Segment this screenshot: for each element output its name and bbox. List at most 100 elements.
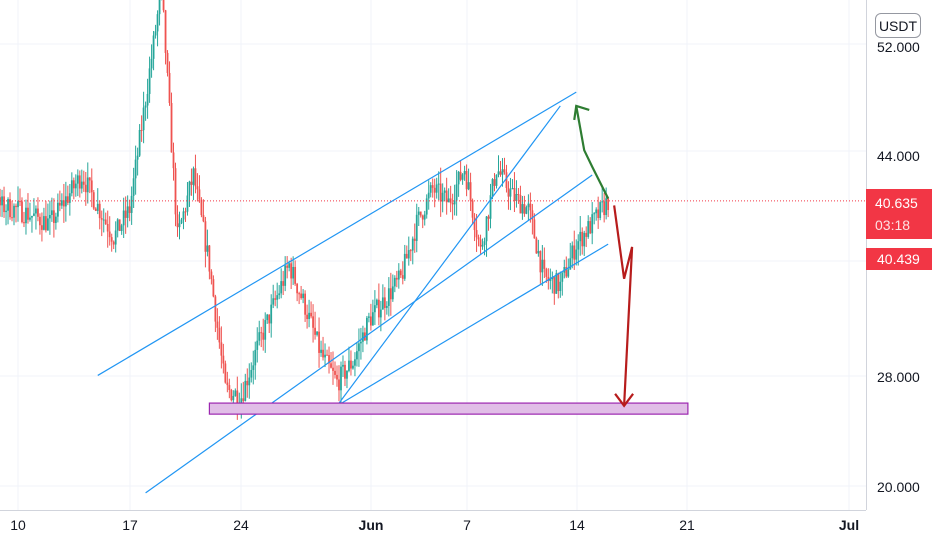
candle-body bbox=[246, 380, 249, 386]
time-tick-label: 17 bbox=[122, 517, 138, 533]
candle-body bbox=[322, 349, 324, 358]
candle-body bbox=[132, 178, 135, 196]
trendline[interactable] bbox=[336, 105, 561, 407]
prev-price-badge: 40.439 bbox=[866, 248, 932, 270]
candle-body bbox=[258, 332, 261, 341]
candle-body bbox=[375, 299, 378, 306]
candle-body bbox=[403, 253, 406, 279]
candle-body bbox=[310, 312, 312, 317]
candle-body bbox=[142, 107, 145, 131]
candle-body bbox=[45, 216, 47, 231]
candle-body bbox=[232, 395, 235, 401]
candle-body bbox=[198, 189, 201, 200]
candle-body bbox=[274, 298, 277, 300]
candle-body bbox=[200, 199, 203, 216]
candle-body bbox=[461, 174, 464, 180]
candle-body bbox=[118, 219, 121, 231]
time-axis[interactable] bbox=[0, 510, 866, 551]
candle-body bbox=[495, 174, 498, 186]
candle-body bbox=[288, 263, 291, 268]
candle-body bbox=[23, 222, 25, 224]
candle-body bbox=[493, 179, 496, 186]
candle-body bbox=[479, 239, 482, 247]
price-tick-label: 20.000 bbox=[877, 479, 920, 495]
projection-arrow-up[interactable] bbox=[575, 105, 610, 200]
price-chart[interactable] bbox=[0, 0, 866, 510]
candle-body bbox=[300, 293, 303, 299]
candle-body bbox=[214, 296, 217, 322]
candle-body bbox=[575, 249, 578, 260]
candle-body bbox=[320, 349, 322, 353]
last-price-badge: 40.635 03:18 bbox=[866, 189, 932, 239]
candle-body bbox=[196, 186, 199, 190]
trendline[interactable] bbox=[145, 174, 593, 494]
candle-body bbox=[126, 206, 129, 218]
candle-body bbox=[595, 209, 598, 214]
candle-body bbox=[212, 279, 215, 297]
candle-body bbox=[110, 237, 113, 242]
candle-body bbox=[561, 272, 564, 282]
trendline[interactable] bbox=[336, 243, 609, 407]
candle-body bbox=[56, 202, 59, 217]
candle-body bbox=[206, 245, 209, 252]
candle-body bbox=[9, 199, 11, 218]
candle-body bbox=[226, 382, 229, 386]
candle-body bbox=[427, 192, 430, 199]
candle-body bbox=[368, 316, 370, 318]
candle-body bbox=[569, 258, 572, 270]
candle-body bbox=[168, 72, 171, 103]
candle-body bbox=[58, 202, 61, 206]
axis-corner bbox=[866, 510, 932, 550]
candle-body bbox=[88, 177, 91, 181]
candle-body bbox=[162, 0, 165, 11]
candle-body bbox=[344, 364, 346, 379]
candle-body bbox=[559, 281, 562, 292]
currency-badge[interactable]: USDT bbox=[875, 13, 921, 38]
candle-body bbox=[340, 366, 342, 391]
candle-body bbox=[224, 363, 227, 383]
candle-body bbox=[292, 266, 295, 279]
time-tick-label: 24 bbox=[233, 517, 249, 533]
candle-body bbox=[308, 312, 310, 320]
price-tick-label: 28.000 bbox=[877, 369, 920, 385]
candle-body bbox=[90, 180, 93, 193]
candle-body bbox=[112, 241, 115, 245]
candle-body bbox=[216, 321, 219, 328]
candle-body bbox=[483, 241, 486, 245]
candle-body bbox=[401, 275, 404, 279]
candle-body bbox=[148, 68, 151, 94]
candle-body bbox=[17, 201, 19, 208]
candle-body bbox=[535, 238, 538, 254]
candle-body bbox=[204, 221, 207, 252]
candle-body bbox=[248, 377, 251, 386]
candle-body bbox=[517, 193, 520, 196]
trendline[interactable] bbox=[97, 91, 577, 376]
candle-body bbox=[188, 181, 191, 196]
candle-body bbox=[567, 269, 570, 277]
candle-body bbox=[425, 198, 428, 215]
projection-arrow-down[interactable] bbox=[613, 205, 634, 406]
arrow-up-head bbox=[573, 104, 590, 121]
candle-body bbox=[587, 221, 590, 237]
candle-body bbox=[529, 203, 532, 211]
candle-body bbox=[487, 216, 490, 219]
candle-body bbox=[170, 102, 173, 153]
candle-body bbox=[539, 251, 542, 273]
candle-body bbox=[240, 398, 243, 406]
candle-body bbox=[260, 332, 263, 334]
support-zone[interactable] bbox=[208, 402, 689, 415]
price-tick-label: 52.000 bbox=[877, 39, 920, 55]
candle-body bbox=[3, 196, 5, 213]
candle-body bbox=[314, 327, 316, 335]
candle-body bbox=[172, 152, 175, 169]
candle-body bbox=[54, 216, 57, 223]
candle-body bbox=[417, 211, 420, 215]
candle-body bbox=[230, 389, 233, 401]
candle-body bbox=[523, 204, 526, 214]
candle-body bbox=[447, 198, 450, 203]
candle-body bbox=[379, 309, 382, 318]
candle-body bbox=[156, 14, 159, 32]
candle-body bbox=[334, 370, 336, 375]
candle-body bbox=[399, 270, 402, 276]
